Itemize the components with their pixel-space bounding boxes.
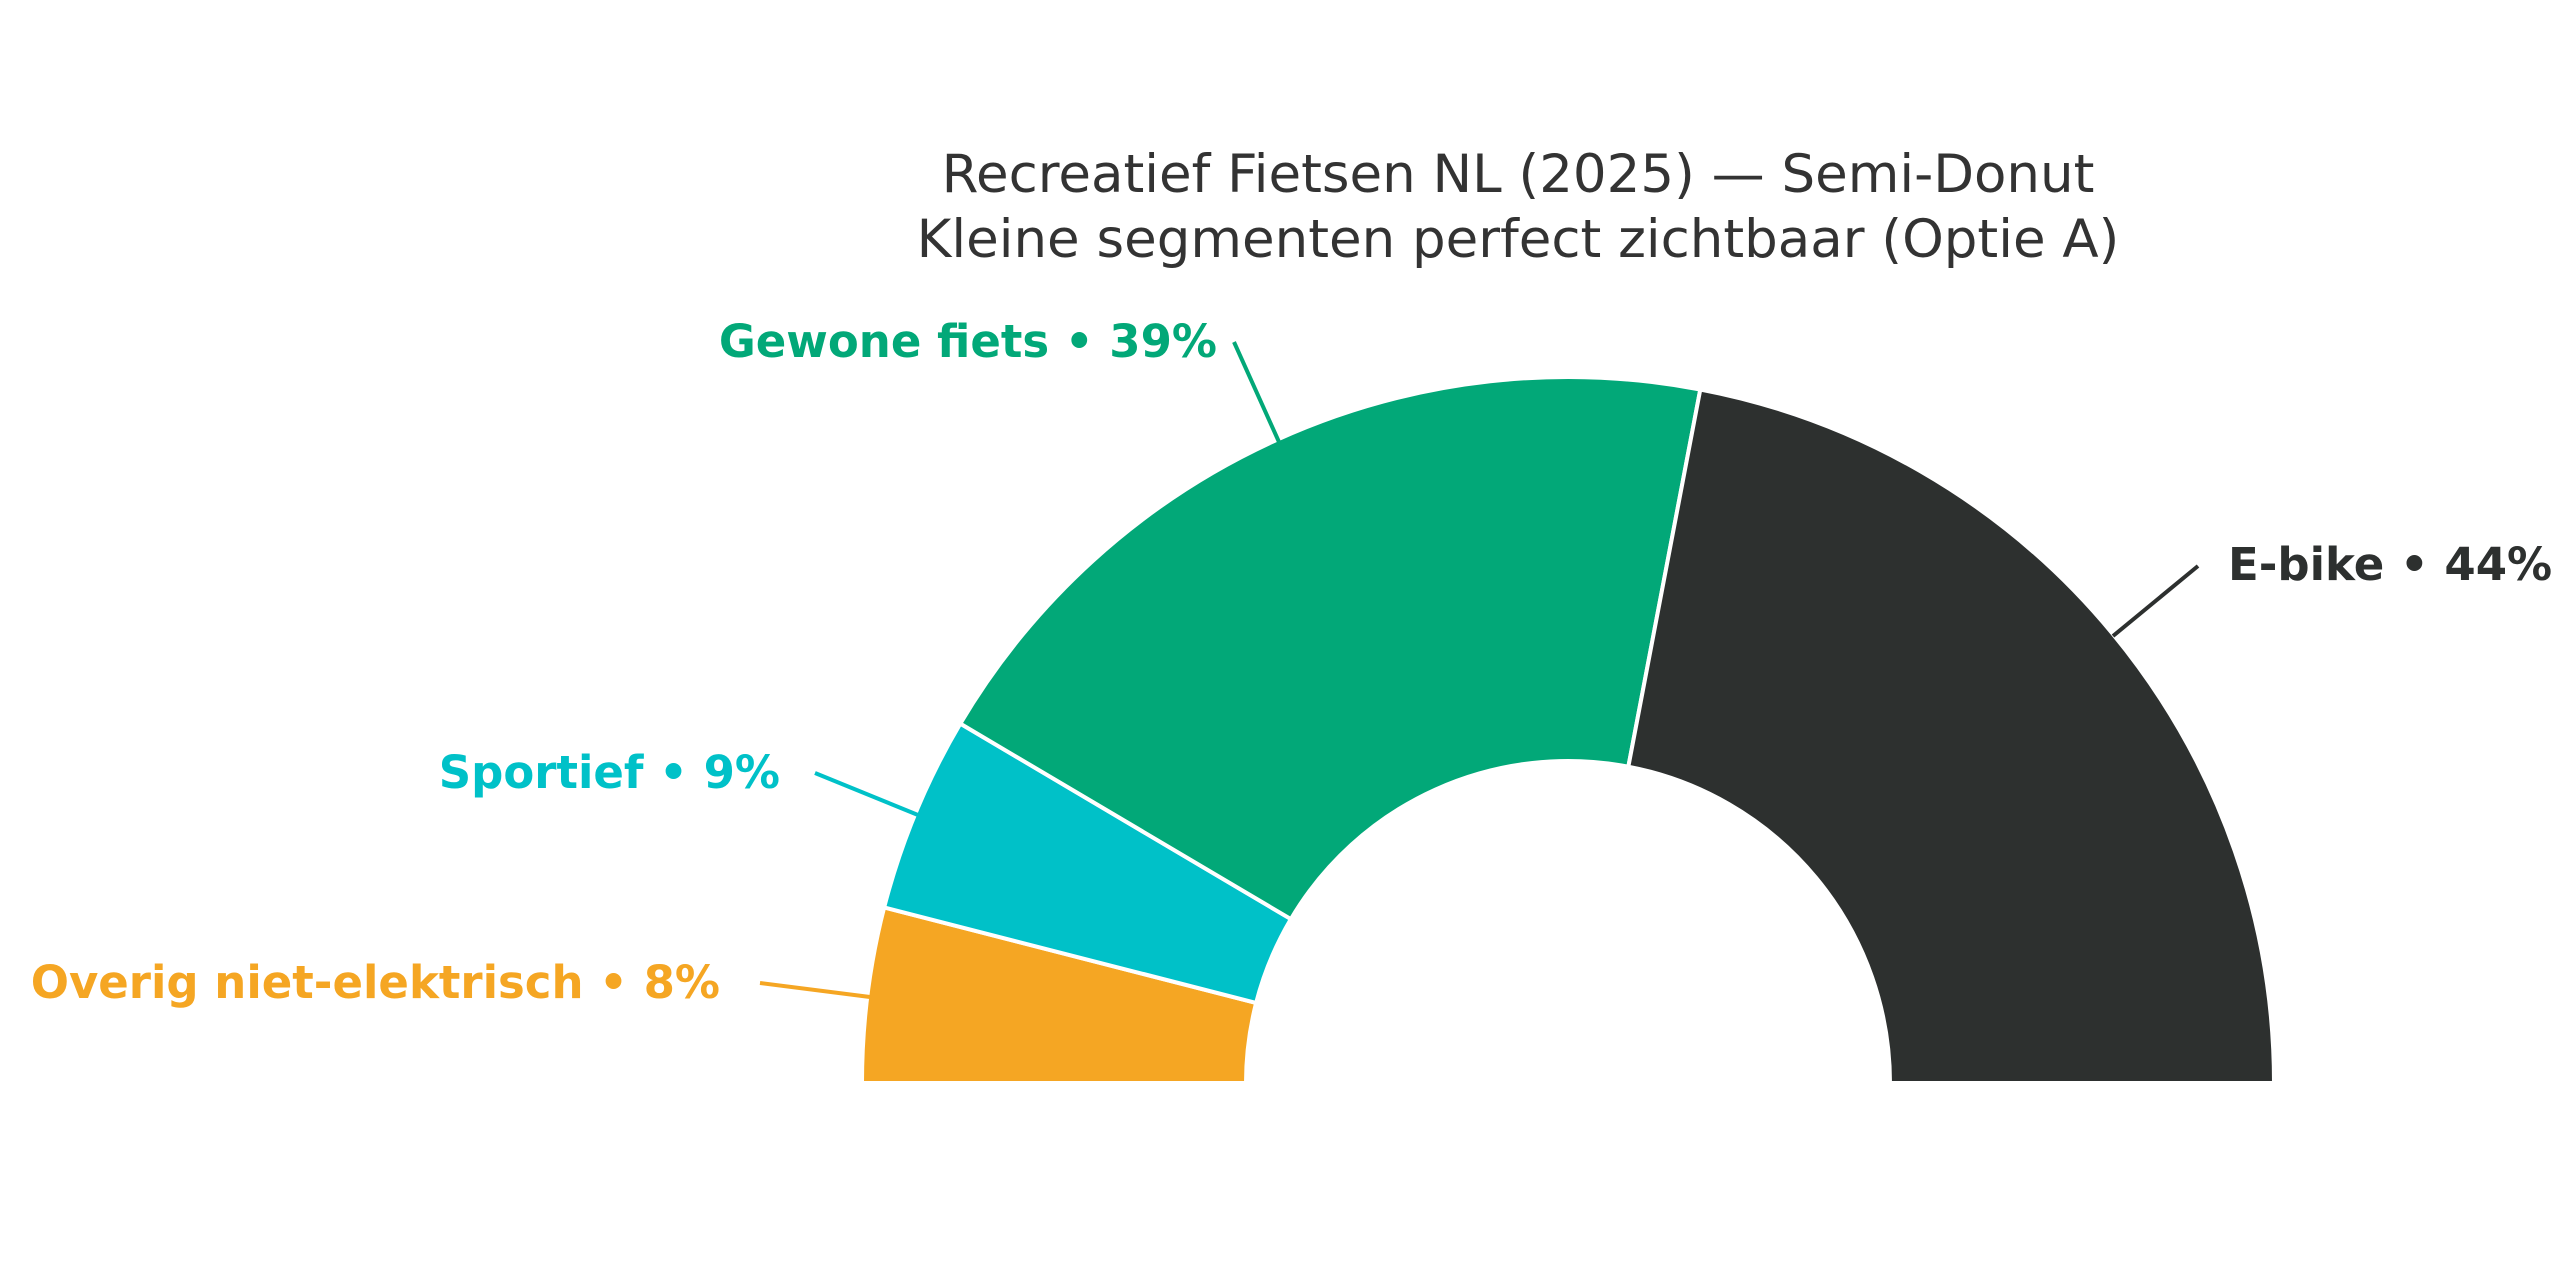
leader-line-1 [814, 771, 919, 817]
slice-2 [958, 375, 1703, 922]
slice-label-1: Sportief • 9% [439, 746, 780, 799]
slice-label-3: E-bike • 44% [2228, 538, 2552, 591]
slice-label-0: Overig niet-elektrisch • 8% [31, 956, 720, 1009]
chart-title: Recreatief Fietsen NL (2025) — Semi-Donu… [942, 144, 2095, 205]
leader-line-3 [2111, 564, 2200, 638]
slice-3 [1626, 387, 2276, 1085]
chart-subtitle: Kleine segmenten perfect zichtbaar (Opti… [917, 209, 2120, 270]
slice-label-2: Gewone fiets • 39% [719, 315, 1217, 368]
slices-group [860, 375, 2276, 1085]
leader-line-2 [1232, 341, 1281, 443]
labels-group: Overig niet-elektrisch • 8% Sportief • 9%… [31, 315, 2552, 1009]
leader-line-0 [759, 981, 871, 999]
